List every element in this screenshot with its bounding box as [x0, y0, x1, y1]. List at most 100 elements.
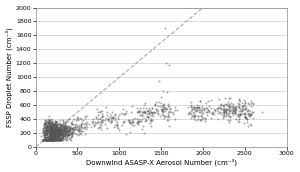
Point [84, 123, 89, 126]
Point [142, 109, 147, 112]
Point [151, 115, 155, 117]
Point [54, 129, 59, 131]
Point [144, 118, 148, 121]
Point [45, 133, 50, 136]
Point [62, 123, 67, 126]
Point [233, 111, 238, 114]
Point [58, 127, 62, 130]
Point [226, 121, 231, 124]
Point [75, 125, 80, 128]
Point [46, 121, 51, 124]
Point [43, 139, 48, 141]
Point [246, 108, 250, 111]
Point [66, 130, 70, 132]
Point [109, 119, 114, 122]
Point [64, 136, 69, 138]
Point [52, 124, 56, 127]
Point [111, 115, 116, 118]
Point [71, 125, 76, 128]
Point [61, 123, 65, 126]
Point [223, 109, 228, 111]
Point [43, 126, 47, 129]
Point [59, 138, 64, 141]
Point [58, 136, 63, 138]
Point [67, 127, 71, 130]
Point [249, 101, 254, 104]
Point [198, 111, 203, 114]
Point [44, 131, 49, 133]
Point [44, 127, 49, 129]
Point [227, 112, 232, 115]
Point [61, 130, 65, 132]
Point [51, 133, 56, 135]
Point [50, 139, 55, 141]
Point [248, 124, 253, 126]
Point [57, 136, 62, 139]
Point [218, 106, 222, 109]
Point [60, 126, 65, 129]
Point [46, 139, 50, 141]
Point [228, 114, 232, 117]
Point [60, 136, 65, 139]
Point [50, 123, 55, 126]
Point [48, 133, 53, 135]
Point [149, 107, 154, 110]
Point [92, 121, 97, 124]
Point [131, 121, 136, 124]
Point [221, 108, 226, 111]
Point [58, 123, 62, 126]
Point [240, 110, 244, 112]
Point [75, 128, 80, 131]
Point [53, 123, 58, 125]
Point [59, 131, 64, 133]
Point [55, 139, 59, 141]
Point [164, 108, 169, 111]
Point [55, 133, 60, 135]
Point [145, 110, 150, 112]
Point [54, 137, 58, 140]
Point [199, 109, 204, 112]
Point [141, 124, 146, 127]
Point [160, 108, 165, 111]
Point [50, 139, 55, 141]
X-axis label: Downwind ASASP-X Aerosol Number (cm⁻³): Downwind ASASP-X Aerosol Number (cm⁻³) [85, 159, 237, 166]
Point [61, 136, 66, 139]
Point [56, 127, 61, 130]
Point [165, 90, 170, 93]
Point [56, 135, 61, 137]
Point [196, 115, 201, 117]
Point [52, 131, 57, 134]
Point [46, 139, 50, 141]
Point [50, 136, 55, 139]
Point [137, 110, 142, 112]
Point [44, 133, 49, 136]
Point [61, 122, 66, 124]
Point [60, 136, 65, 139]
Point [46, 125, 51, 128]
Point [52, 136, 57, 139]
Point [53, 138, 58, 141]
Point [76, 128, 81, 131]
Point [56, 137, 60, 139]
Point [204, 114, 209, 116]
Point [227, 106, 232, 109]
Point [52, 129, 57, 131]
Point [62, 130, 67, 133]
Point [238, 110, 243, 112]
Point [60, 135, 65, 138]
Point [247, 115, 251, 117]
Point [51, 138, 56, 141]
Point [58, 134, 63, 136]
Point [62, 131, 67, 134]
Point [51, 127, 56, 130]
Point [50, 135, 55, 137]
Point [50, 134, 55, 137]
Point [50, 121, 55, 124]
Point [84, 120, 89, 123]
Point [52, 139, 57, 141]
Point [56, 128, 61, 131]
Point [160, 113, 165, 116]
Point [58, 130, 62, 133]
Point [207, 111, 212, 114]
Point [50, 132, 55, 134]
